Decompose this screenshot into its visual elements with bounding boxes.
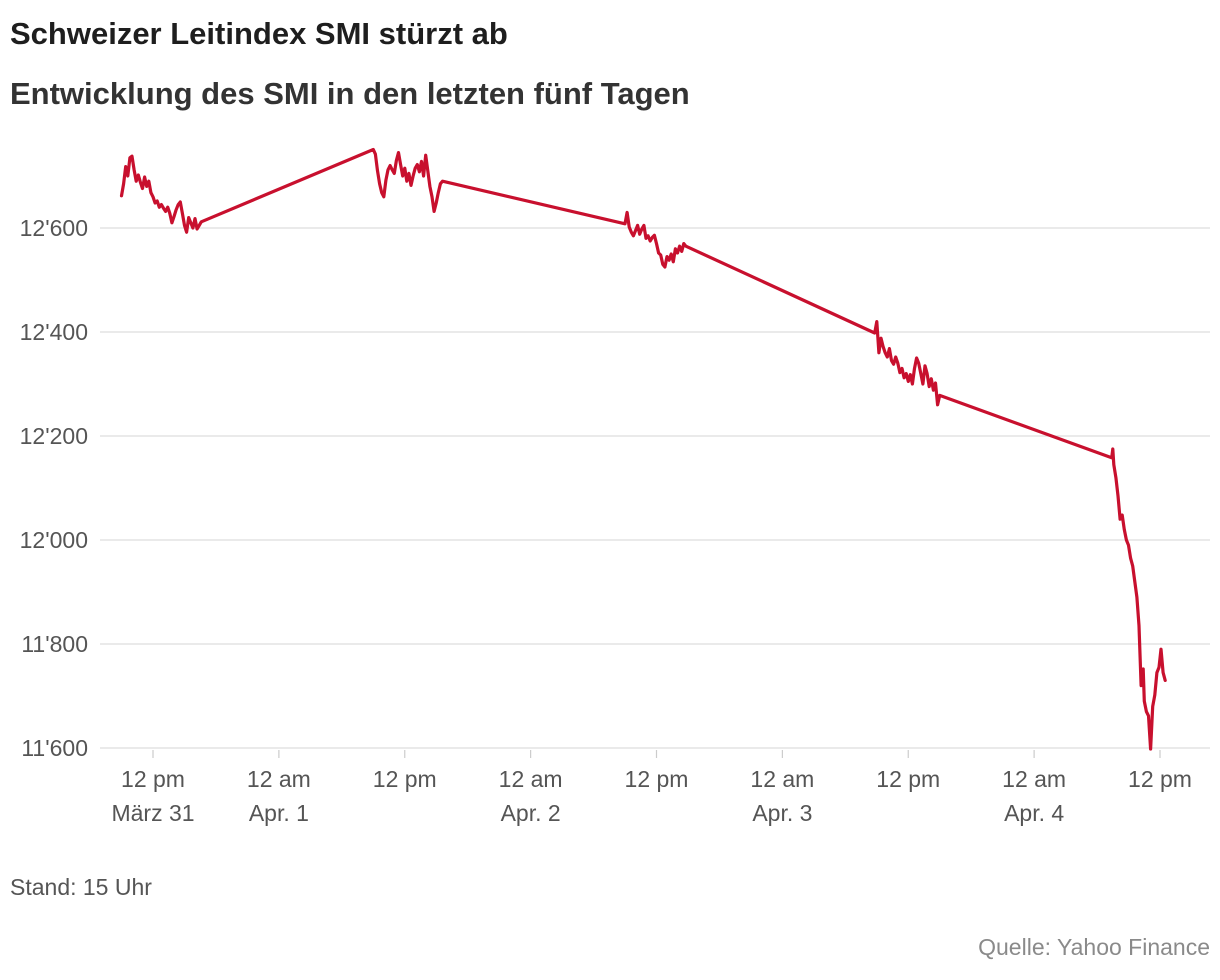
series-group: [119, 147, 1167, 751]
series-line-smi: [119, 147, 1167, 751]
y-tick-label: 12'400: [20, 319, 88, 345]
x-tick-date-label: Apr. 1: [249, 800, 309, 826]
y-tick-label: 12'200: [20, 423, 88, 449]
x-tick-date-label: Apr. 3: [752, 800, 812, 826]
gridlines: [100, 227, 1210, 749]
x-tick-label: 12 am: [499, 766, 563, 792]
y-tick-label: 11'800: [21, 631, 88, 657]
x-tick-date-label: Apr. 2: [501, 800, 561, 826]
x-axis-ticks: 12 pm März 31 12 am Apr. 1 12 pm 12 am Apr. 2 1…: [111, 750, 1192, 826]
x-tick-date-label: Apr. 4: [1004, 800, 1064, 826]
x-tick-label: 12 pm: [1128, 766, 1192, 792]
y-tick-label: 12'000: [20, 527, 88, 553]
x-tick-label: 12 pm: [876, 766, 940, 792]
y-tick-label: 11'600: [21, 735, 88, 761]
chart-title: Schweizer Leitindex SMI stürzt ab: [10, 16, 508, 51]
y-tick-label: 12'600: [20, 215, 88, 241]
x-tick-label: 12 pm: [625, 766, 689, 792]
x-tick-label: 12 pm: [121, 766, 185, 792]
x-tick-label: 12 am: [1002, 766, 1066, 792]
x-tick-label: 12 am: [247, 766, 311, 792]
chart-subtitle: Entwicklung des SMI in den letzten fünf …: [10, 76, 690, 111]
x-tick-date-label: März 31: [111, 800, 194, 826]
timestamp-note: Stand: 15 Uhr: [10, 874, 152, 900]
x-tick-label: 12 am: [750, 766, 814, 792]
source-credit: Quelle: Yahoo Finance: [978, 934, 1210, 960]
x-tick-label: 12 pm: [373, 766, 437, 792]
y-axis-ticks: 11'600 11'800 12'000 12'200 12'400 12'600: [20, 215, 88, 761]
